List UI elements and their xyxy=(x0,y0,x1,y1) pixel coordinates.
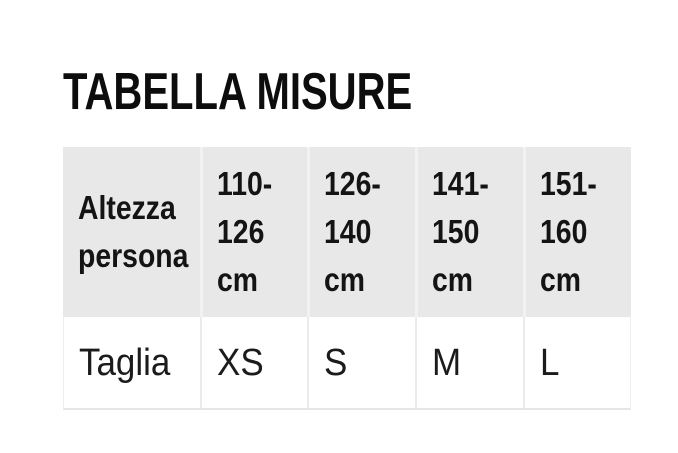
header-cell-text: 110-126 cm xyxy=(217,165,273,298)
row-label-taglia: Taglia xyxy=(63,317,200,410)
header-cell-110-126: 110-126 cm xyxy=(200,147,307,317)
header-cell-text: 126-140 cm xyxy=(324,165,381,298)
size-table-row-taglia: Taglia XS S M L xyxy=(63,317,631,410)
size-cell-l: L xyxy=(523,317,631,410)
size-cell-text: M xyxy=(432,341,462,384)
header-cell-altezza-persona: Altezza persona xyxy=(63,147,200,317)
size-cell-text: L xyxy=(540,341,560,384)
header-cell-126-140: 126-140 cm xyxy=(307,147,415,317)
size-cell-text: XS xyxy=(217,341,264,384)
size-cell-xs: XS xyxy=(200,317,307,410)
header-cell-text: Altezza persona xyxy=(78,189,189,274)
size-table-header-row: Altezza persona 110-126 cm 126-140 cm 14… xyxy=(63,147,631,317)
header-cell-text: 151-160 cm xyxy=(540,165,597,298)
header-cell-text: 141-150 cm xyxy=(432,165,489,298)
page-title: TABELLA MISURE xyxy=(63,63,413,121)
size-cell-m: M xyxy=(415,317,523,410)
header-cell-151-160: 151-160 cm xyxy=(523,147,631,317)
header-cell-141-150: 141-150 cm xyxy=(415,147,523,317)
size-cell-s: S xyxy=(307,317,415,410)
row-label-text: Taglia xyxy=(79,341,171,384)
size-cell-text: S xyxy=(324,341,348,384)
size-table: Altezza persona 110-126 cm 126-140 cm 14… xyxy=(63,147,631,410)
